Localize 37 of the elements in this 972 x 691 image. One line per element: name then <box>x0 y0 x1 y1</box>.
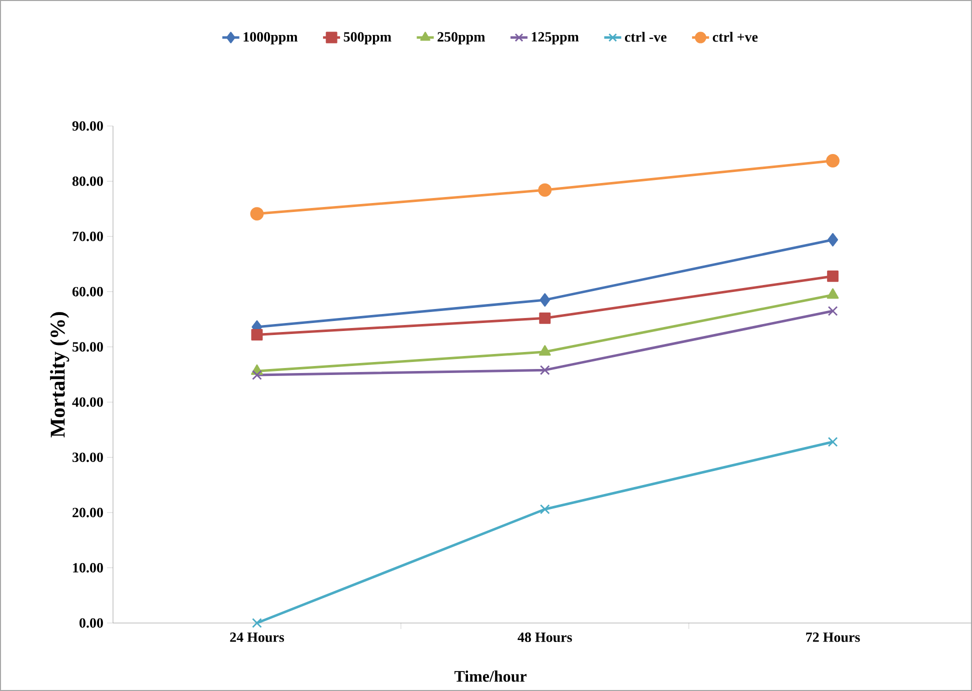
y-tick-label: 50.00 <box>72 342 103 352</box>
y-tick-label: 70.00 <box>72 232 103 242</box>
point <box>828 233 838 246</box>
y-tick-label: 60.00 <box>72 286 103 296</box>
legend-label: ctrl -ve <box>624 32 666 42</box>
point <box>251 329 263 340</box>
legend-label: 125ppm <box>532 32 579 44</box>
point <box>826 154 840 168</box>
y-tick-label: 40.00 <box>72 397 103 407</box>
legend-label: ctrl +ve <box>712 32 758 42</box>
legend-label: 500ppm <box>344 32 392 44</box>
point <box>538 183 552 197</box>
point <box>540 504 550 514</box>
point <box>252 370 262 380</box>
point <box>828 306 838 316</box>
x-tick-label: 72 Hours <box>806 632 860 642</box>
y-tick-label: 30.00 <box>72 452 103 462</box>
point <box>252 618 262 628</box>
point <box>540 365 550 376</box>
y-tick-label: 0.00 <box>80 618 103 628</box>
legend-label: 250ppm <box>438 32 486 44</box>
x-axis-title: Time/hour <box>454 670 526 682</box>
y-tick-label: 80.00 <box>72 176 103 186</box>
point <box>826 288 839 299</box>
y-tick-label: 20.00 <box>72 508 103 518</box>
y-axis-title: Mortality (%) <box>50 312 70 438</box>
x-tick-label: 24 Hours <box>230 632 284 642</box>
point <box>538 345 551 356</box>
point <box>827 270 839 282</box>
point <box>540 293 550 307</box>
x-tick-label: 48 Hours <box>518 632 572 642</box>
point <box>539 312 551 324</box>
y-tick-label: 90.00 <box>72 121 103 131</box>
y-tick-label: 10.00 <box>73 563 103 573</box>
point <box>250 207 264 221</box>
point <box>828 436 838 447</box>
legend-label: 1000ppm <box>244 32 298 44</box>
